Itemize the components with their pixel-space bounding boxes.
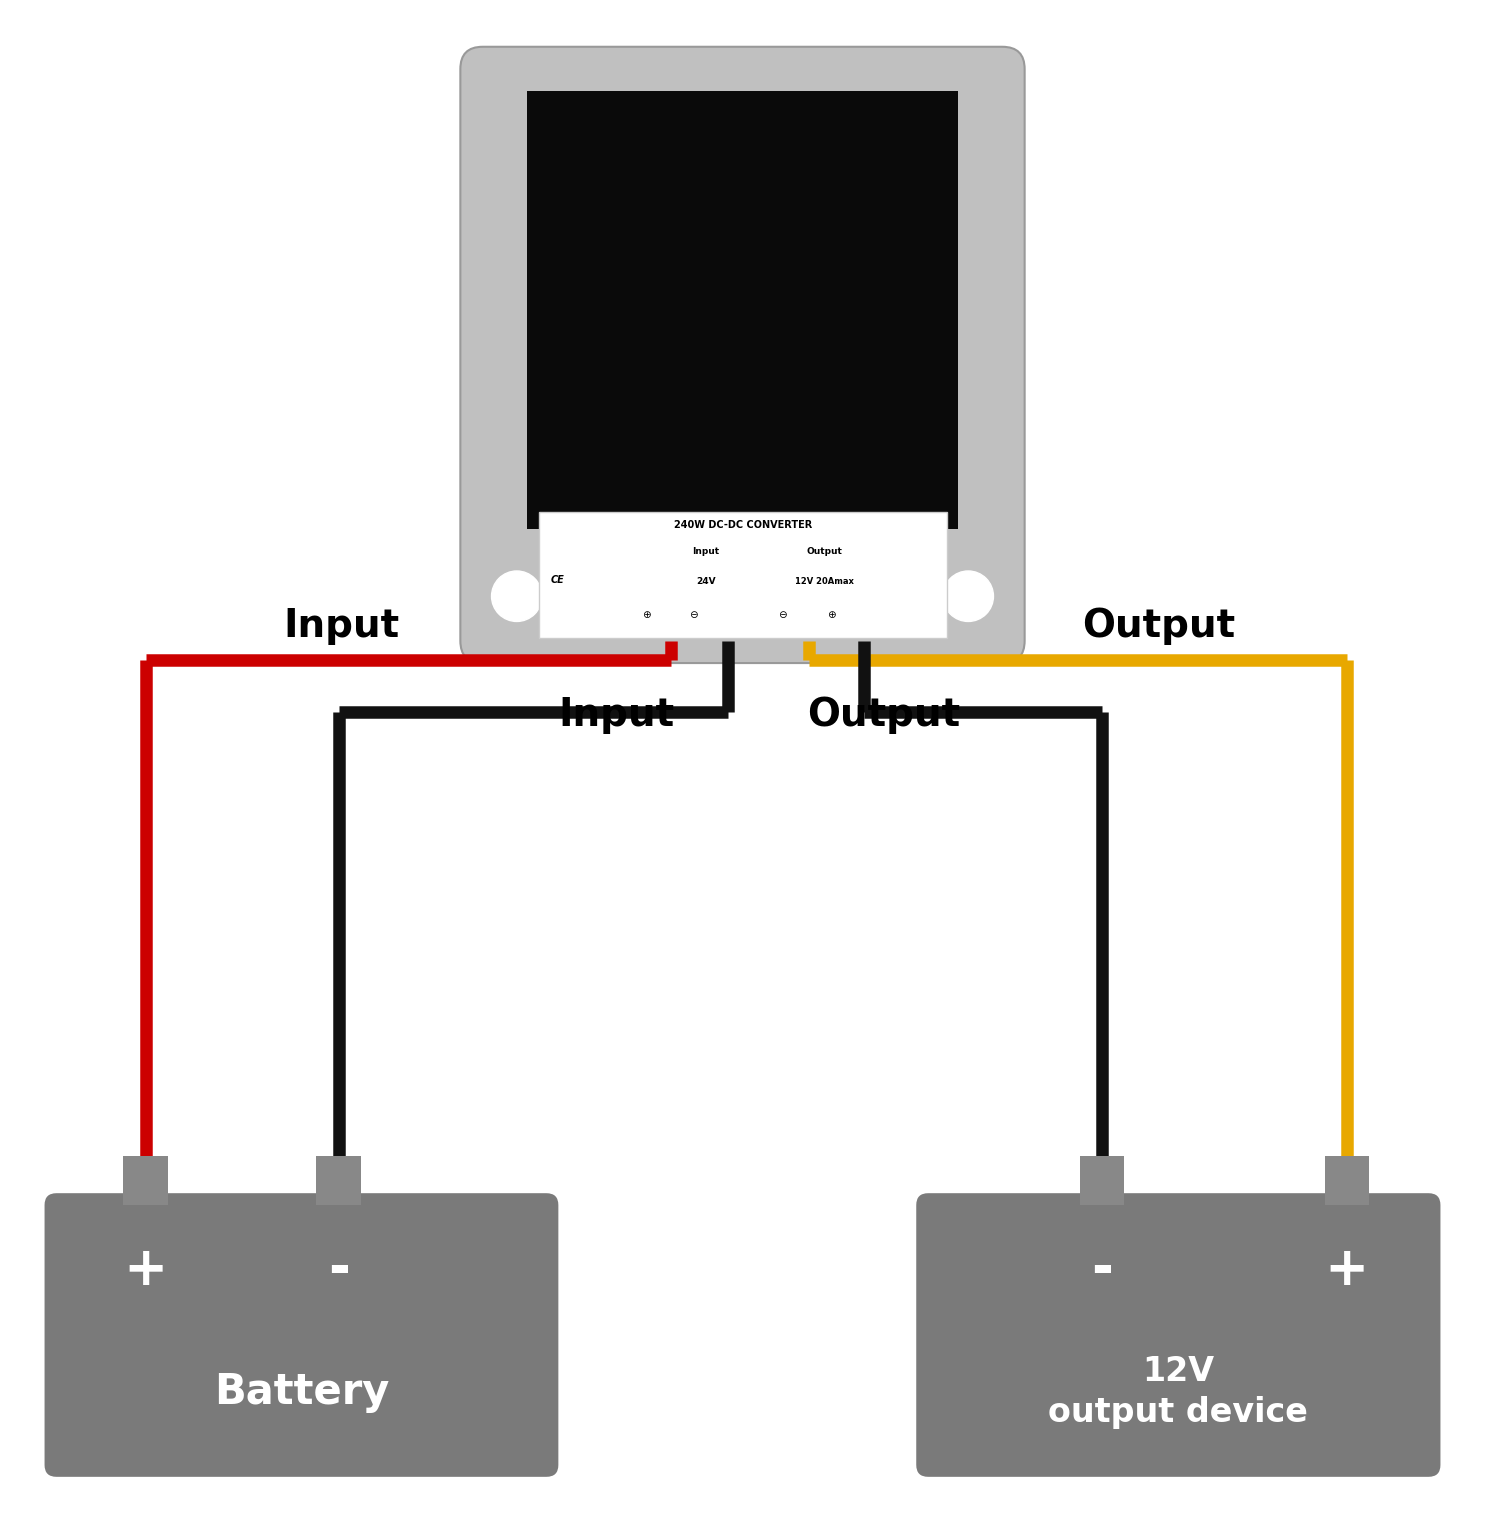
Bar (527, 92, 958, 529)
Text: ⊖: ⊖ (689, 611, 698, 620)
Circle shape (943, 571, 993, 621)
Text: 12V
output device: 12V output device (1048, 1355, 1308, 1430)
Bar (1325, 1157, 1369, 1206)
Text: Output: Output (806, 696, 961, 735)
Text: Output: Output (806, 548, 843, 555)
Text: CE: CE (551, 575, 564, 584)
Bar (123, 1157, 168, 1206)
Bar (539, 511, 947, 638)
Text: ⊕: ⊕ (642, 611, 650, 620)
Text: Input: Input (692, 548, 720, 555)
Text: -: - (328, 1244, 349, 1296)
Text: 240W DC-DC CONVERTER: 240W DC-DC CONVERTER (674, 520, 812, 531)
Circle shape (492, 571, 542, 621)
Text: +: + (123, 1244, 168, 1296)
FancyBboxPatch shape (916, 1193, 1440, 1477)
Text: 12V 20Amax: 12V 20Amax (796, 577, 854, 586)
Bar (1080, 1157, 1124, 1206)
Text: Input: Input (558, 696, 674, 735)
Text: 24V: 24V (696, 577, 716, 586)
Text: ⊕: ⊕ (827, 611, 836, 620)
FancyBboxPatch shape (460, 46, 1025, 663)
Text: Battery: Battery (214, 1371, 389, 1413)
Text: +: + (1325, 1244, 1369, 1296)
Text: Input: Input (284, 607, 399, 644)
Text: -: - (1091, 1244, 1112, 1296)
FancyBboxPatch shape (45, 1193, 558, 1477)
Text: ⊖: ⊖ (778, 611, 787, 620)
Text: Output: Output (1081, 607, 1236, 644)
Bar (316, 1157, 361, 1206)
